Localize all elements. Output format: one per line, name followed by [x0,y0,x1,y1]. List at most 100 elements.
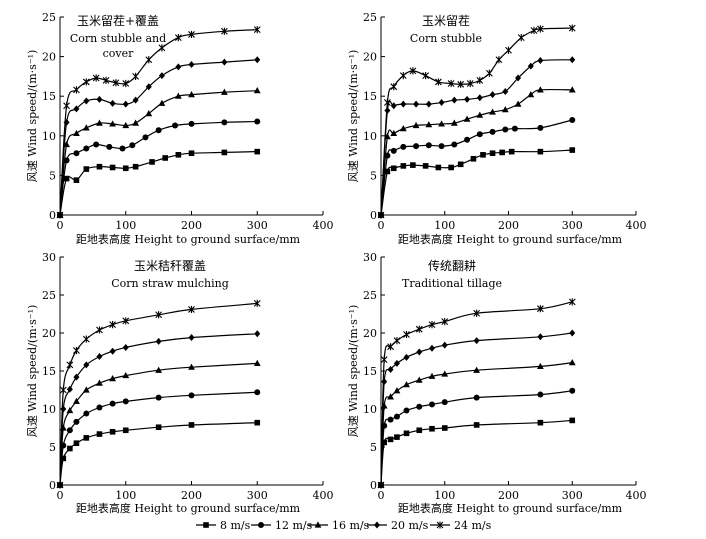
x-tick-label: 100 [115,489,136,502]
data-point [489,108,496,115]
data-point [63,102,70,110]
data-point [83,361,90,369]
data-point [422,163,429,169]
y-tick-label: 5 [49,169,56,182]
data-point [403,407,410,414]
legend-marker-diamond-icon [374,521,380,529]
series-12-m-s [378,387,576,488]
data-point [96,431,103,437]
legend-marker-star-icon [436,521,444,529]
series-line [380,419,573,486]
data-point [413,100,420,108]
data-point [253,26,261,34]
data-point [73,373,80,381]
x-tick-label: 100 [434,489,455,502]
data-point [221,119,228,126]
data-point [403,381,410,388]
data-point [400,143,407,150]
x-tick-label: 400 [626,489,647,502]
legend: 8 m/s 12 m/s 16 m/s 20 m/s 24 m/s [196,519,492,532]
chart-panel-3: 0 100 200 300 400 0 5 10 15 20 25 30 距地表高度 Height to… [26,251,334,515]
data-point [254,148,261,155]
data-point [393,413,400,420]
legend-item: 16 m/s [308,519,370,532]
data-point [409,67,417,75]
data-point [221,58,228,66]
data-point [188,91,195,98]
chart-title-en: Corn stubble and [70,32,166,45]
series-line [380,88,573,216]
legend-marker-triangle-icon [314,521,322,528]
chart-title-cn: 玉米留茬+覆盖 [77,14,159,28]
data-point [416,348,423,356]
y-tick-label: 10 [363,130,377,143]
data-point [415,376,423,383]
data-point [387,343,394,351]
data-point [457,161,464,168]
legend-item: 24 m/s [430,519,492,532]
data-point [489,91,496,99]
data-point [73,129,80,137]
data-point [383,98,391,107]
series-line [380,301,573,486]
data-point [501,106,509,113]
y-tick-label: 25 [363,289,377,302]
data-point [394,434,400,440]
data-point [568,86,576,93]
x-tick-label: 300 [562,489,583,502]
data-point [73,177,80,183]
data-point [505,46,512,54]
data-point [175,63,182,71]
data-point [96,119,103,126]
data-point [174,33,182,42]
data-point [83,410,90,417]
data-point [384,168,391,175]
data-point [476,76,484,84]
chart-panel-4: 0 100 200 300 400 0 5 10 15 20 25 30 距地表高度 Height to… [347,251,647,515]
data-point [188,120,195,127]
x-tick-label: 300 [247,219,268,232]
data-point [393,359,400,367]
chart-title-en-2: cover [103,47,135,60]
data-point [254,118,261,125]
data-point [66,406,74,414]
data-point [464,136,471,143]
series-line [380,27,573,216]
data-point [220,27,228,35]
data-point [473,309,481,317]
data-point [569,417,576,424]
data-point [536,362,544,370]
data-point [441,318,449,326]
legend-item: 8 m/s [196,519,251,532]
y-axis-label: 风速 Wind speed/(m·s⁻¹) [26,50,39,183]
data-point [473,394,480,401]
x-tick-label: 200 [181,489,202,502]
data-point [428,372,436,379]
y-tick-label: 20 [42,51,56,64]
data-point [67,445,73,452]
data-point [122,398,129,405]
data-point [66,361,74,369]
series-24-m-s [377,24,576,219]
data-point [96,95,103,103]
data-point [415,325,423,333]
data-point [82,78,90,86]
x-tick-label: 300 [562,219,583,232]
data-point [438,99,445,107]
data-point [56,481,64,489]
data-point [188,422,195,428]
data-point [162,155,168,161]
data-point [434,78,442,86]
data-point [502,126,509,133]
data-point [122,100,129,108]
data-point [102,76,110,84]
legend-marker-circle-icon [258,522,264,528]
data-point [413,143,420,150]
data-point [489,128,496,135]
data-point [145,110,153,117]
x-tick-label: 300 [247,489,268,502]
x-tick-label: 0 [378,489,385,502]
data-point [410,162,416,168]
data-point [393,337,401,345]
data-point [400,100,407,108]
